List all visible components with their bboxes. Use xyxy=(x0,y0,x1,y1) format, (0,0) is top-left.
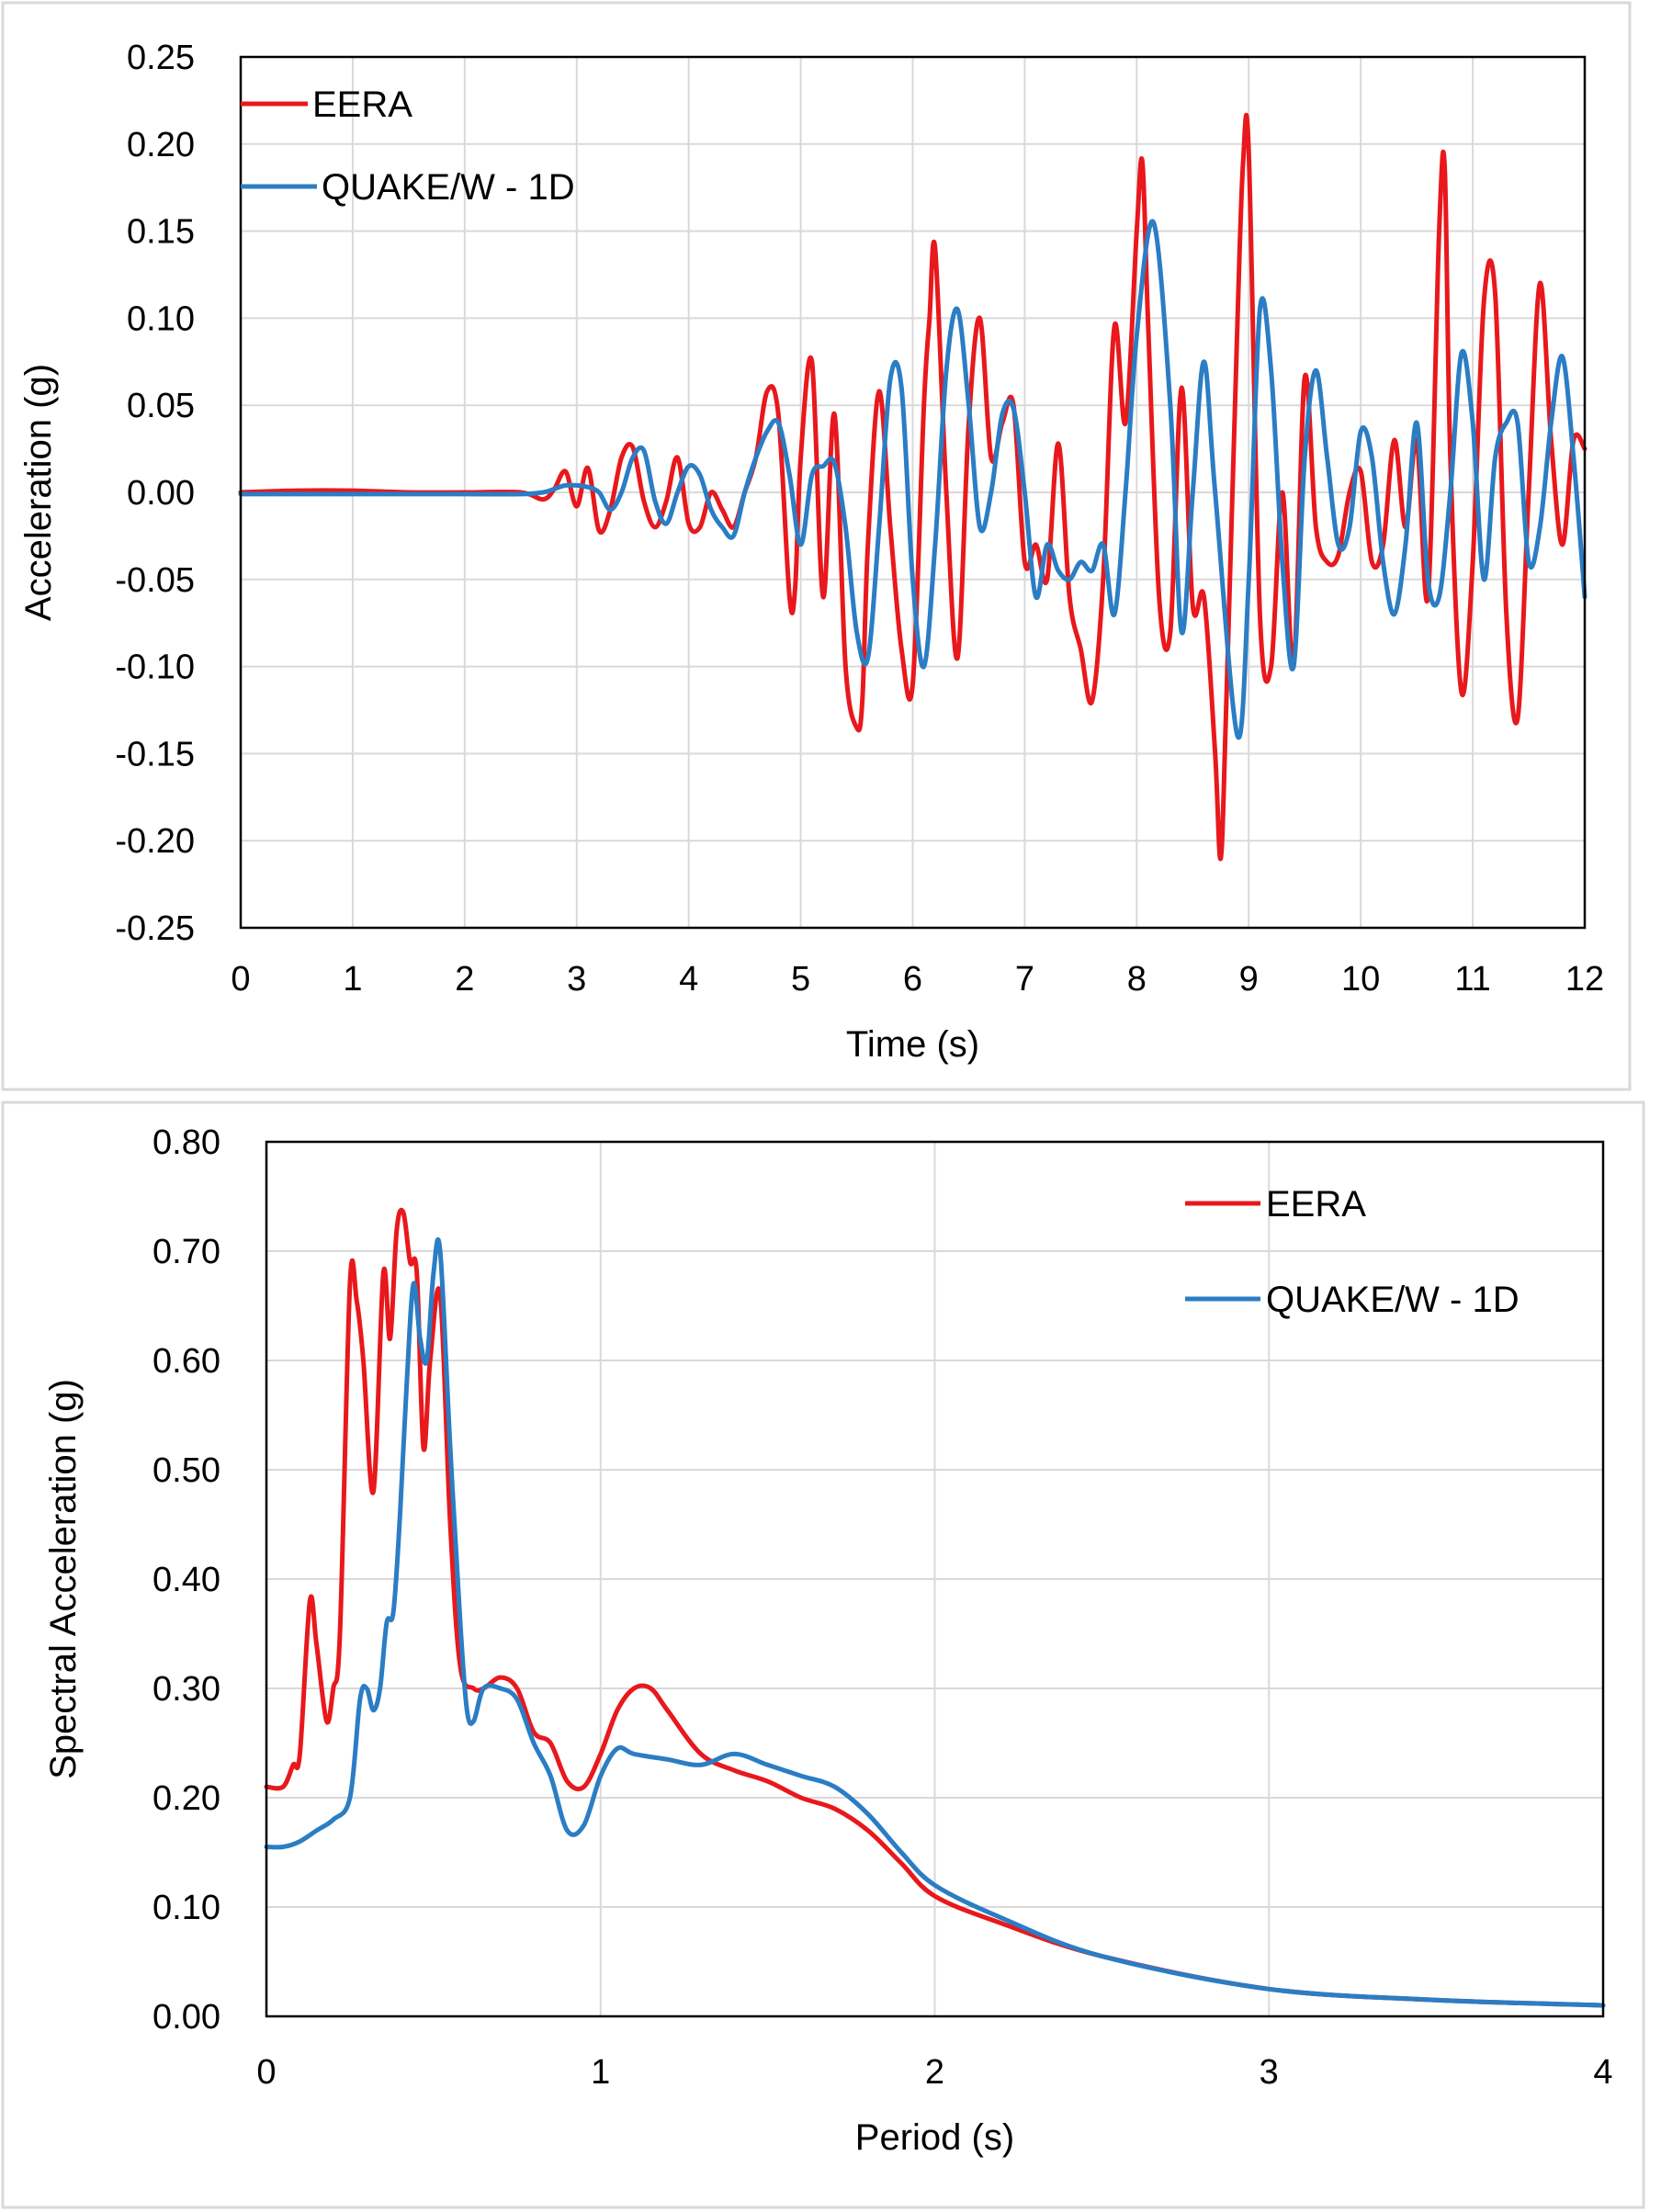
x-tick-label: 9 xyxy=(1239,960,1259,999)
x-axis-label: Period (s) xyxy=(855,2117,1014,2158)
y-tick-labels: 0.25 0.20 0.15 0.10 0.05 0.00 -0.05 -0.10 -0.15 -… xyxy=(115,39,195,948)
x-tick-label: 1 xyxy=(591,2053,610,2092)
top-panel-frame xyxy=(1,1,1632,1091)
y-tick-label: 0.00 xyxy=(127,474,195,513)
y-tick-label: 0.50 xyxy=(153,1451,220,1490)
x-tick-label: 4 xyxy=(1593,2053,1612,2092)
y-tick-label: 0.15 xyxy=(127,213,195,252)
y-axis-label: Spectral Acceleration (g) xyxy=(43,1379,84,1779)
x-tick-label: 6 xyxy=(903,960,922,999)
y-tick-label: 0.80 xyxy=(153,1123,220,1162)
y-tick-label: -0.25 xyxy=(115,909,195,948)
y-tick-label: -0.10 xyxy=(115,649,195,687)
y-tick-label: 0.05 xyxy=(127,387,195,425)
series-line-quakew xyxy=(238,219,1588,740)
x-tick-label: 11 xyxy=(1454,960,1490,999)
x-tick-label: 2 xyxy=(925,2053,944,2092)
y-tick-label: 0.40 xyxy=(153,1561,220,1599)
y-tick-labels: 0.80 0.70 0.60 0.50 0.40 0.30 0.20 0.10 0.00 xyxy=(153,1123,220,2037)
x-tick-label: 5 xyxy=(791,960,810,999)
bottom-panel-frame xyxy=(1,1100,1645,2209)
x-tick-label: 1 xyxy=(343,960,362,999)
x-tick-label: 7 xyxy=(1015,960,1034,999)
x-tick-label: 12 xyxy=(1565,960,1604,999)
y-tick-label: 0.30 xyxy=(153,1670,220,1709)
series-line-eera xyxy=(264,1207,1606,2008)
y-tick-label: 0.25 xyxy=(127,39,195,77)
series-group xyxy=(264,1207,1606,2008)
y-tick-label: 0.20 xyxy=(127,126,195,164)
legend-label-quakew: QUAKE/W - 1D xyxy=(322,167,575,208)
x-axis-label: Time (s) xyxy=(846,1024,979,1065)
legend-label-eera: EERA xyxy=(312,85,412,125)
x-tick-label: 2 xyxy=(455,960,474,999)
x-tick-label: 10 xyxy=(1341,960,1380,999)
y-tick-label: -0.15 xyxy=(115,735,195,773)
x-tick-label: 0 xyxy=(231,960,250,999)
y-axis-label: Acceleration (g) xyxy=(18,364,59,621)
legend: EERA QUAKE/W - 1D xyxy=(241,85,575,208)
series-group xyxy=(238,112,1588,862)
series-line-quakew xyxy=(264,1236,1606,2008)
y-tick-label: 0.00 xyxy=(153,1998,220,2037)
acceleration-time-chart: 0.25 0.20 0.15 0.10 0.05 0.00 -0.05 -0.10 -0.15 -… xyxy=(18,39,1604,1065)
legend-label-quakew: QUAKE/W - 1D xyxy=(1266,1280,1520,1320)
response-spectrum-chart: 0.80 0.70 0.60 0.50 0.40 0.30 0.20 0.10 0.00 0 1 2… xyxy=(43,1123,1613,2158)
x-tick-labels: 0 1 2 3 4 xyxy=(256,2053,1612,2092)
x-tick-label: 3 xyxy=(567,960,586,999)
x-tick-label: 0 xyxy=(256,2053,276,2092)
y-tick-label: 0.60 xyxy=(153,1342,220,1381)
x-tick-label: 3 xyxy=(1260,2053,1279,2092)
x-tick-label: 4 xyxy=(679,960,698,999)
plot-area-border xyxy=(239,55,1587,930)
x-tick-label: 8 xyxy=(1127,960,1147,999)
y-tick-label: 0.70 xyxy=(153,1233,220,1271)
y-tick-label: -0.20 xyxy=(115,822,195,861)
y-tick-label: 0.10 xyxy=(153,1889,220,1927)
legend: EERA QUAKE/W - 1D xyxy=(1185,1184,1520,1320)
y-tick-label: 0.10 xyxy=(127,299,195,338)
x-tick-labels: 0 1 2 3 4 5 6 7 8 9 10 11 12 xyxy=(231,960,1604,999)
legend-label-eera: EERA xyxy=(1266,1184,1366,1224)
y-tick-label: 0.20 xyxy=(153,1779,220,1818)
y-tick-label: -0.05 xyxy=(115,561,195,600)
plot-area-border xyxy=(265,1140,1605,2018)
